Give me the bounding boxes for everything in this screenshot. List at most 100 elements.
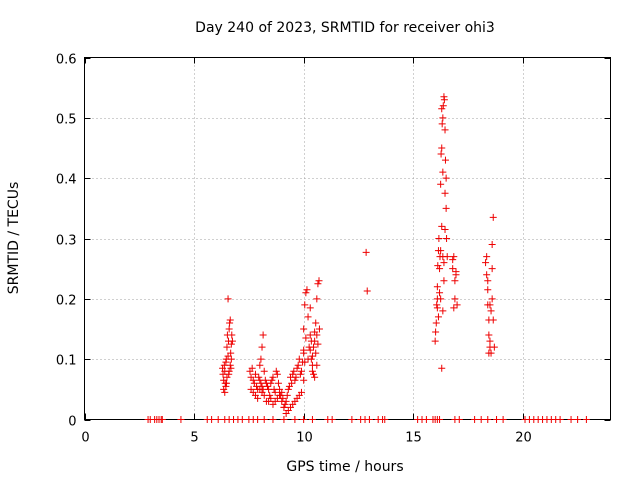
- data-point: [304, 355, 312, 363]
- data-point: [280, 416, 288, 423]
- y-tick-label: 0.2: [56, 294, 77, 309]
- data-point: [440, 259, 448, 267]
- data-point: [422, 416, 430, 423]
- data-point: [278, 388, 286, 396]
- data-point: [313, 295, 321, 303]
- data-point: [484, 416, 492, 423]
- data-point: [251, 370, 259, 378]
- data-point: [221, 388, 229, 396]
- data-point: [499, 416, 507, 423]
- data-point: [365, 416, 373, 423]
- data-point: [455, 416, 463, 423]
- data-point: [254, 416, 262, 423]
- data-point: [302, 289, 310, 297]
- y-tick-label: 0.5: [56, 113, 77, 128]
- data-point: [362, 248, 370, 256]
- data-point: [488, 265, 496, 273]
- data-point: [482, 259, 490, 267]
- data-point: [451, 295, 459, 303]
- data-point: [303, 286, 311, 294]
- data-point: [439, 114, 447, 122]
- data-point: [306, 346, 314, 354]
- data-point: [441, 189, 449, 197]
- data-point: [442, 174, 450, 182]
- data-point: [486, 337, 494, 345]
- data-point: [433, 295, 441, 303]
- data-point: [488, 241, 496, 249]
- data-point: [439, 307, 447, 315]
- data-point: [310, 370, 318, 378]
- data-point: [300, 416, 308, 423]
- data-point: [348, 416, 356, 423]
- data-point: [439, 168, 447, 176]
- data-point: [300, 376, 308, 384]
- data-point: [310, 343, 318, 351]
- data-point: [431, 337, 439, 345]
- data-point: [437, 247, 445, 255]
- data-point: [308, 352, 316, 360]
- grid-lines: [84, 57, 611, 420]
- data-point: [228, 331, 236, 339]
- data-point: [302, 334, 310, 342]
- data-point: [488, 295, 496, 303]
- data-point: [489, 316, 497, 324]
- data-point: [434, 313, 442, 321]
- data-point: [435, 235, 443, 242]
- data-point: [483, 271, 491, 279]
- data-point: [227, 340, 235, 348]
- data-point: [255, 373, 263, 381]
- y-tick-label: 0: [68, 415, 76, 430]
- x-tick-label: 20: [515, 431, 532, 446]
- data-point: [296, 370, 304, 378]
- data-point: [312, 349, 320, 357]
- data-point: [313, 361, 321, 369]
- data-point: [315, 325, 323, 333]
- x-axis-label: GPS time / hours: [286, 459, 403, 475]
- data-point: [452, 271, 460, 279]
- data-point: [226, 319, 234, 327]
- data-point: [269, 373, 277, 381]
- data-point: [224, 295, 232, 303]
- data-point: [290, 367, 298, 375]
- data-point: [440, 277, 448, 285]
- data-point: [274, 379, 282, 387]
- data-point: [442, 204, 450, 212]
- data-point: [260, 416, 268, 423]
- data-point: [307, 337, 315, 345]
- data-point: [311, 373, 319, 381]
- data-point: [477, 416, 485, 423]
- data-point: [556, 416, 564, 423]
- data-point: [438, 144, 446, 152]
- data-point: [291, 416, 299, 423]
- data-point: [260, 391, 268, 399]
- data-point: [449, 256, 457, 264]
- data-point: [486, 343, 494, 351]
- data-point: [489, 213, 497, 221]
- data-point: [449, 265, 457, 273]
- data-point: [291, 376, 299, 384]
- data-point: [259, 385, 267, 393]
- data-point: [306, 304, 314, 312]
- x-tick-label: 15: [405, 431, 422, 446]
- data-point: [257, 379, 265, 387]
- data-point: [249, 376, 257, 384]
- data-point: [451, 277, 459, 285]
- data-point: [260, 367, 268, 375]
- data-point: [485, 349, 493, 357]
- data-point: [433, 304, 441, 312]
- data-point: [301, 301, 309, 309]
- data-point: [574, 416, 582, 423]
- data-point: [313, 331, 321, 339]
- data-point: [227, 364, 235, 372]
- data-point: [208, 416, 216, 423]
- data-point: [226, 361, 234, 369]
- data-point: [225, 370, 233, 378]
- data-point: [256, 361, 264, 369]
- data-point: [314, 340, 322, 348]
- x-tick-label: 0: [81, 431, 89, 446]
- data-point: [440, 96, 448, 104]
- data-point: [257, 355, 265, 363]
- data-point: [282, 397, 290, 405]
- data-point: [238, 416, 246, 423]
